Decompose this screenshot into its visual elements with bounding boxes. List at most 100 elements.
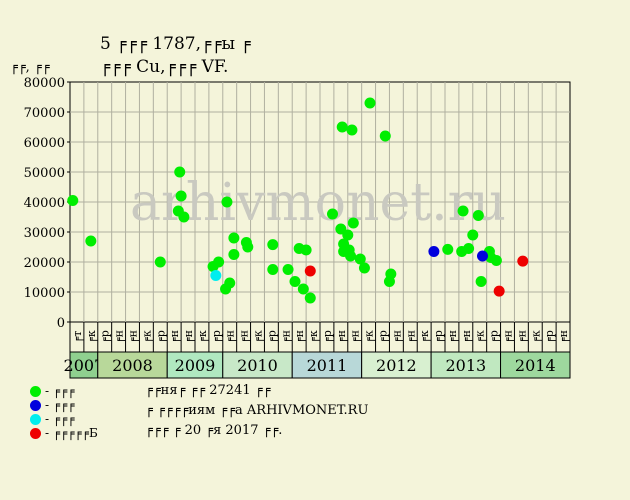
data-point [347,217,359,229]
year-band [69,351,99,379]
month-label: ╒н [182,330,195,344]
month-label: ╒н [390,330,403,344]
year-label: 2007 [64,356,105,375]
month-label: ╒н [557,330,570,344]
month-label: ╒н [404,330,417,344]
data-point [300,244,312,256]
month-label: ╒р [377,330,390,344]
y-axis-label: ╒╒, ╒╒ [10,60,50,75]
year-band [97,351,168,379]
month-label: ╒к [85,330,98,344]
data-point [67,195,79,206]
data-point [289,276,301,287]
data-point [282,264,294,275]
legend-label: - ╒╒╒ [45,384,75,398]
data-point [213,256,225,268]
y-tick-label: 40000 [24,196,65,211]
data-point [364,97,376,109]
month-label: ╒к [418,330,431,344]
data-point [267,264,279,275]
year-band [500,351,571,379]
data-point [175,190,187,202]
year-label: 2011 [307,356,348,375]
data-point [517,255,529,267]
y-tick-label: 20000 [24,256,65,271]
data-point [210,270,222,281]
y-axis-ticks: 0 10000 20000 30000 40000 50000 60000 70000 8000… [24,76,70,331]
data-point [346,124,358,136]
month-label: ╒к [529,330,542,344]
month-label: ╒к [252,330,265,344]
y-tick-label: 60000 [24,136,65,151]
footer-line-source: ╒ ╒╒╒╒иям ╒╒а ARHIVMONET.RU [145,403,369,418]
data-point [442,243,454,255]
data-points [67,97,529,304]
chart-title: 5 ╒╒╒ 1787,╒╒ы ╒ [100,34,251,54]
grid [70,82,570,322]
month-label: ╒р [265,330,278,344]
year-label: 2014 [515,356,556,375]
data-point [493,285,505,297]
legend-dot [30,428,41,439]
legend-dot [30,386,41,397]
month-label: ╒р [154,330,167,344]
data-point [336,121,348,133]
month-label: ╒к [363,330,376,344]
y-tick-label: 80000 [24,76,65,91]
month-label: ╒р [432,330,445,344]
year-band [291,351,363,379]
data-point [304,292,316,304]
month-label: ╒н [515,330,528,344]
year-band [430,351,502,379]
y-tick-label: 30000 [24,226,65,241]
data-point [85,235,97,247]
data-point [178,211,190,223]
month-label: ╒к [196,330,209,344]
data-point [477,250,488,262]
data-point [154,256,166,268]
data-point [472,210,484,221]
month-label: ╒к [140,330,153,344]
month-label: ╒н [113,330,126,344]
month-label: ╒н [460,330,473,344]
data-point [345,250,357,262]
month-label: ╒к [307,330,320,344]
data-point [383,276,395,287]
month-label: ╒р [321,330,334,344]
data-point [242,241,254,253]
chart-subtitle: ╒╒╒ Cu,╒╒╒ VF. [100,57,229,77]
year-label: 2008 [112,356,153,375]
month-label: ╒н [349,330,362,344]
month-label: ╒н [293,330,306,344]
month-label: ╒р [99,330,112,344]
month-label: ╒н [502,330,515,344]
y-tick-label: 10000 [24,286,65,301]
data-point [457,205,469,217]
data-point [475,276,487,287]
data-point [354,253,366,265]
data-point [224,277,236,289]
year-label: 2010 [237,356,278,375]
y-tick-label: 0 [57,316,65,331]
y-tick-label: 50000 [24,166,65,181]
month-label: ╒н [335,330,348,344]
legend-dot [30,400,41,411]
year-band [166,351,224,379]
data-point [304,265,316,277]
data-point [228,249,240,260]
month-labels: ╒т ╒к ╒р ╒н ╒н ╒к ╒р ╒н ╒н ╒к ╒р ╒н ╒н ╒к ╒р ╒н ╒н ╒к ╒р ╒н… [69,322,571,352]
month-label: ╒н [224,330,237,344]
year-label: 2009 [175,356,216,375]
y-tick-label: 70000 [24,106,65,121]
year-label: 2012 [376,356,417,375]
year-bands: 2007 2008 2009 2010 2011 2012 2013 2014 [64,351,571,379]
month-label: ╒н [446,330,459,344]
legend-label: - ╒╒╒ [45,412,75,426]
data-point [490,255,502,266]
data-point [297,283,309,295]
data-point [467,229,479,241]
month-label: ╒р [210,330,223,344]
data-point [379,130,391,142]
footer-line-date: ╒╒╒ ╒ 20 ╒я 2017 ╒╒. [145,423,283,438]
